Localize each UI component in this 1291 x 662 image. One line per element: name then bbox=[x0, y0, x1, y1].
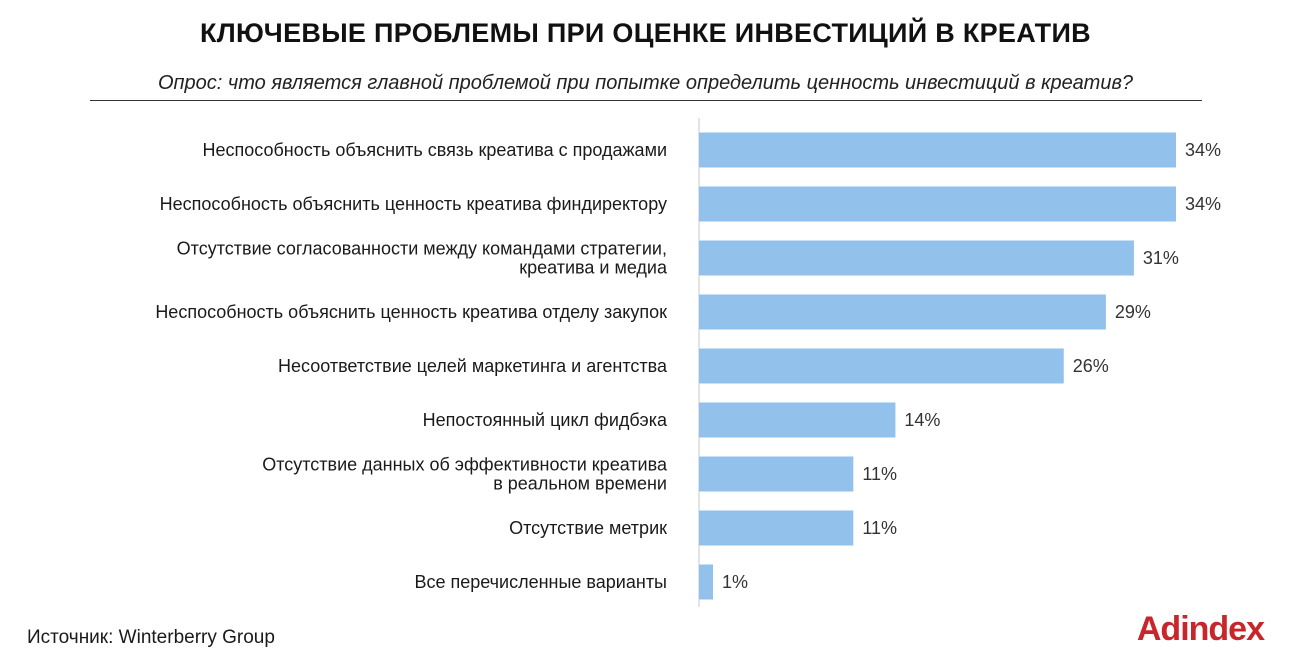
value-label: 1% bbox=[722, 572, 748, 592]
bar bbox=[699, 564, 714, 600]
bar bbox=[699, 456, 854, 492]
bar bbox=[699, 510, 854, 546]
chart-subtitle: Опрос: что является главной проблемой пр… bbox=[157, 72, 1134, 94]
category-label: Отсутствие метрик bbox=[509, 518, 667, 538]
category-label: Отсутствие согласованности между команда… bbox=[177, 239, 667, 259]
value-label: 34% bbox=[1185, 140, 1221, 160]
category-label: Отсутствие данных об эффективности креат… bbox=[262, 455, 668, 475]
bar bbox=[699, 240, 1134, 276]
chart-title: КЛЮЧЕВЫЕ ПРОБЛЕМЫ ПРИ ОЦЕНКЕ ИНВЕСТИЦИЙ … bbox=[200, 18, 1091, 48]
source-note: Источник: Winterberry Group bbox=[27, 627, 275, 648]
category-label: Неспособность объяснить ценность креатив… bbox=[155, 302, 667, 322]
category-label: креатива и медиа bbox=[519, 258, 668, 278]
category-label: в реальном времени bbox=[493, 474, 667, 494]
bar bbox=[699, 294, 1106, 330]
value-label: 29% bbox=[1115, 302, 1151, 322]
bar bbox=[699, 348, 1064, 384]
bar bbox=[699, 402, 896, 438]
category-label: Неспособность объяснить ценность креатив… bbox=[160, 194, 667, 214]
value-label: 31% bbox=[1143, 248, 1179, 268]
value-label: 26% bbox=[1073, 356, 1109, 376]
subtitle-divider bbox=[90, 100, 1202, 101]
bar bbox=[699, 132, 1176, 168]
category-label: Несоответствие целей маркетинга и агентс… bbox=[278, 356, 668, 376]
category-label: Неспособность объяснить связь креатива с… bbox=[203, 140, 668, 160]
bar bbox=[699, 186, 1176, 222]
value-label: 11% bbox=[862, 518, 897, 538]
value-label: 34% bbox=[1185, 194, 1221, 214]
category-label: Непостоянный цикл фидбэка bbox=[423, 410, 668, 430]
value-label: 14% bbox=[904, 410, 940, 430]
value-label: 11% bbox=[862, 464, 897, 484]
adindex-logo: Adindex bbox=[1136, 610, 1265, 648]
category-label: Все перечисленные варианты bbox=[414, 572, 667, 592]
